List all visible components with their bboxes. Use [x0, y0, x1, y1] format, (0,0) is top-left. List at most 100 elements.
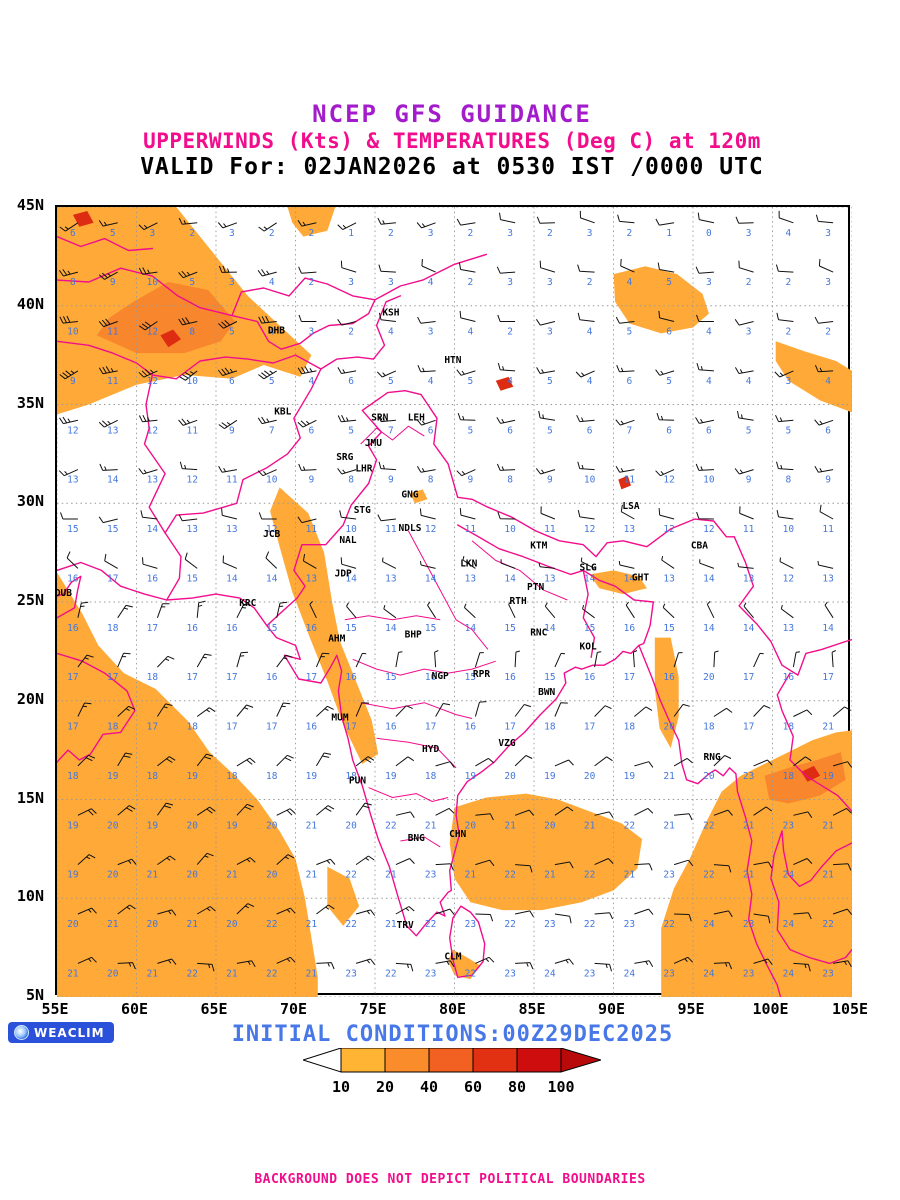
wind-barb: [496, 266, 516, 274]
wind-barb: [618, 560, 635, 569]
temperature-value: 6: [706, 425, 712, 436]
temperature-value: 6: [627, 376, 633, 387]
wind-barb: [814, 419, 834, 426]
wind-barb: [658, 508, 675, 520]
colorbar-scale: 10 20 40 60 80 100: [301, 1047, 603, 1096]
temperature-value: 18: [107, 722, 119, 733]
grid-lines: [57, 207, 852, 997]
temperature-value: 11: [306, 524, 318, 535]
temperature-value: 4: [428, 376, 434, 387]
temperature-value: 16: [226, 623, 238, 634]
wind-barb: [775, 264, 794, 273]
wind-barb: [196, 906, 216, 915]
temperature-value: 11: [107, 376, 119, 387]
wind-barb: [77, 808, 97, 816]
temperature-value: 18: [266, 771, 278, 782]
wind-barb: [579, 210, 595, 224]
wind-barb: [695, 417, 715, 424]
temperature-value: 23: [822, 968, 833, 979]
temperature-value: 19: [107, 771, 119, 782]
temperature-value: 15: [186, 573, 197, 584]
temperature-value: 6: [666, 327, 672, 338]
wind-barb: [178, 514, 198, 522]
wind-barb: [276, 601, 288, 618]
wind-barb: [316, 705, 334, 717]
temperature-value: 16: [186, 623, 198, 634]
wind-barb: [236, 603, 251, 619]
city-label: RNC: [530, 628, 547, 639]
wind-barb: [77, 654, 94, 668]
wind-barb: [337, 468, 357, 475]
temperature-value: 18: [147, 771, 159, 782]
temperature-value: 17: [147, 623, 158, 634]
city-label: BWN: [538, 687, 555, 698]
wind-barb: [355, 652, 367, 668]
city-label: NGP: [432, 671, 449, 682]
temperature-value: 15: [345, 623, 356, 634]
temperature-value: 4: [706, 327, 712, 338]
temperature-value: 4: [309, 376, 315, 387]
city-label: JCB: [263, 529, 280, 540]
wind-barb: [66, 551, 79, 569]
temperature-value: 6: [309, 425, 315, 436]
temperature-value: 14: [385, 623, 397, 634]
wind-barb: [416, 419, 436, 426]
temperature-value: 20: [504, 771, 516, 782]
city-label: KRC: [239, 598, 256, 609]
temperature-value: 5: [547, 376, 553, 387]
wind-barb: [276, 956, 296, 964]
temperature-value: 15: [465, 672, 476, 683]
temperature-value: 10: [703, 475, 715, 486]
temperature-value: 4: [269, 277, 275, 288]
wind-barb: [616, 365, 635, 373]
temperature-value: 9: [70, 376, 76, 387]
state-boundary-line: [352, 658, 496, 676]
wind-barb: [514, 910, 534, 918]
wind-barb: [753, 913, 771, 924]
wind-barb: [496, 463, 516, 471]
wind-barb: [508, 601, 516, 619]
boundary-line: [57, 340, 182, 601]
wind-barb: [276, 702, 291, 717]
temperature-value: 3: [706, 277, 712, 288]
city-label: SRG: [336, 452, 353, 463]
shaded-region: [72, 211, 94, 227]
temperature-value: 11: [822, 524, 834, 535]
wind-barb: [743, 602, 754, 619]
wind-barb: [577, 264, 595, 273]
temperature-value: 8: [786, 475, 792, 486]
wind-barb: [554, 806, 574, 816]
wind-barb: [197, 962, 215, 972]
temperature-value: 15: [266, 623, 277, 634]
wind-barb: [315, 752, 332, 767]
lat-label: 10N: [16, 887, 44, 906]
wind-barb: [98, 419, 118, 428]
temperature-value: 20: [226, 919, 238, 930]
weaclim-logo[interactable]: WEACLIM: [8, 1022, 114, 1043]
wind-barb: [594, 858, 614, 866]
temperature-value: 13: [306, 573, 317, 584]
temperature-value: 17: [504, 722, 515, 733]
temperature-value: 5: [468, 425, 474, 436]
temperature-value: 2: [746, 277, 752, 288]
wind-barb: [378, 312, 396, 322]
wind-barb: [427, 601, 437, 619]
state-boundary-line: [360, 425, 425, 445]
lat-label: 15N: [16, 788, 44, 807]
wind-barb: [419, 508, 436, 520]
wind-barb: [316, 904, 335, 915]
boundary-line: [582, 569, 596, 658]
wind-barb: [594, 811, 614, 818]
weaclim-globe-icon: [14, 1025, 29, 1040]
temperature-value: 13: [465, 573, 476, 584]
wind-barb: [316, 858, 336, 866]
shaded-region: [410, 489, 428, 504]
temperature-value: 2: [468, 228, 474, 239]
temperature-value: 3: [428, 327, 434, 338]
wind-barb: [77, 754, 96, 767]
wind-barb: [395, 651, 403, 668]
temperature-value: 11: [385, 524, 397, 535]
temperature-value: 4: [786, 228, 792, 239]
wind-barb: [655, 369, 675, 376]
wind-barb: [316, 962, 335, 970]
